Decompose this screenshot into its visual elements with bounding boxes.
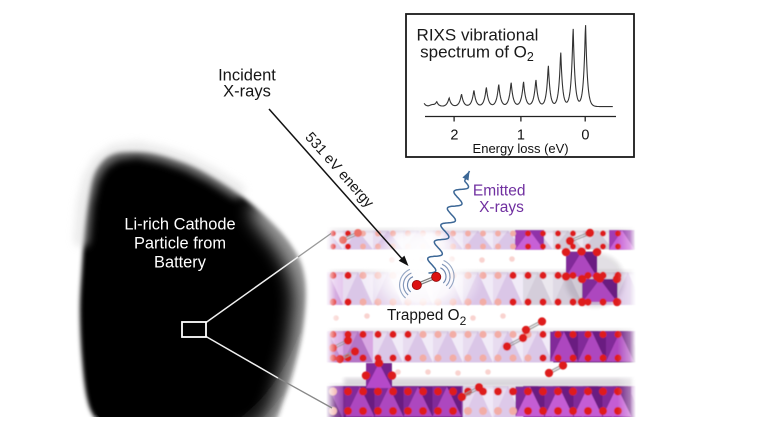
svg-text:Incident: Incident [218,66,276,84]
svg-text:1: 1 [517,128,525,144]
svg-text:RIXS vibrational: RIXS vibrational [417,26,539,45]
svg-text:0: 0 [581,128,589,144]
svg-text:Trapped O2: Trapped O2 [387,307,467,328]
svg-text:Particle from: Particle from [134,234,226,252]
svg-text:2: 2 [450,128,458,144]
svg-text:spectrum of O2: spectrum of O2 [420,43,534,65]
svg-text:X-rays: X-rays [223,83,271,101]
svg-text:Battery: Battery [154,253,207,271]
svg-text:Li-rich Cathode: Li-rich Cathode [124,215,235,233]
svg-text:Energy loss (eV): Energy loss (eV) [473,141,569,156]
svg-text:Emitted: Emitted [473,183,526,200]
svg-text:X-rays: X-rays [479,199,524,216]
